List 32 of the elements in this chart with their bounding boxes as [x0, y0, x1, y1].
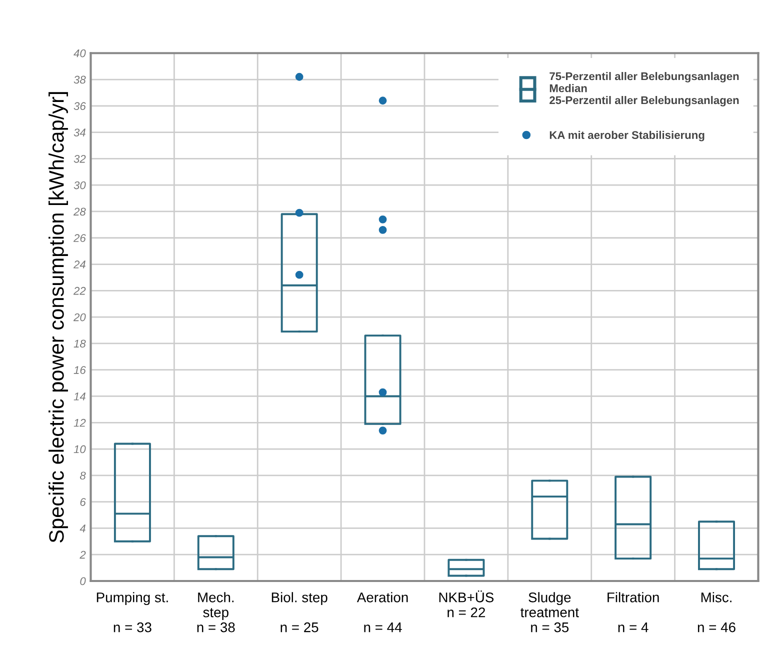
y-tick-label: 2 — [80, 550, 86, 559]
y-tick-label: 6 — [80, 498, 86, 506]
legend-label: KA mit aerober Stabilisierung — [550, 130, 704, 142]
y-tick-label: 28 — [73, 208, 86, 216]
y-tick-label: 16 — [74, 366, 86, 374]
y-tick-label: 26 — [73, 234, 86, 242]
y-tick-label: 0 — [80, 577, 86, 586]
y-tick-label: 12 — [74, 418, 86, 427]
y-tick-label: 18 — [74, 340, 86, 348]
category-label: Filtration n = 4 — [608, 592, 659, 632]
y-tick-label: 4 — [80, 524, 86, 532]
x-tick-label: Sludge treatment n = 35 — [520, 592, 579, 632]
y-tick-label: 10 — [74, 445, 86, 454]
category-label: Misc. n = 46 — [698, 592, 736, 632]
category-label: Aeration n = 44 — [356, 592, 408, 632]
y-tick-label: 24 — [73, 260, 86, 268]
y-tick-label: 36 — [74, 102, 86, 110]
x-tick-label: Mech. step n = 38 — [197, 592, 235, 632]
y-tick-label: 34 — [74, 128, 86, 136]
y-tick-label: 20 — [73, 313, 86, 322]
y-tick-label: 40 — [74, 49, 86, 58]
y-tick-label: 22 — [73, 286, 86, 295]
y-tick-label: 8 — [80, 472, 86, 480]
y-tick-label: 32 — [74, 154, 86, 163]
category-label: Biol. step n = 25 — [272, 592, 328, 632]
category-label: Pumping st. n = 33 — [96, 592, 168, 632]
y-tick-label: 30 — [74, 181, 86, 190]
y-tick-label: 38 — [74, 76, 86, 84]
y-axis-title: Specific electric power consumption [kWh/cap/yr] — [48, 92, 68, 542]
x-tick-label: NKB+ÜS n = 22 — [439, 590, 494, 618]
legend-label: 75-Perzentil aller Belebungsanlagen Median 25-Perzentil aller Belebungsanlagen — [550, 72, 739, 106]
y-tick-label: 14 — [74, 392, 86, 400]
